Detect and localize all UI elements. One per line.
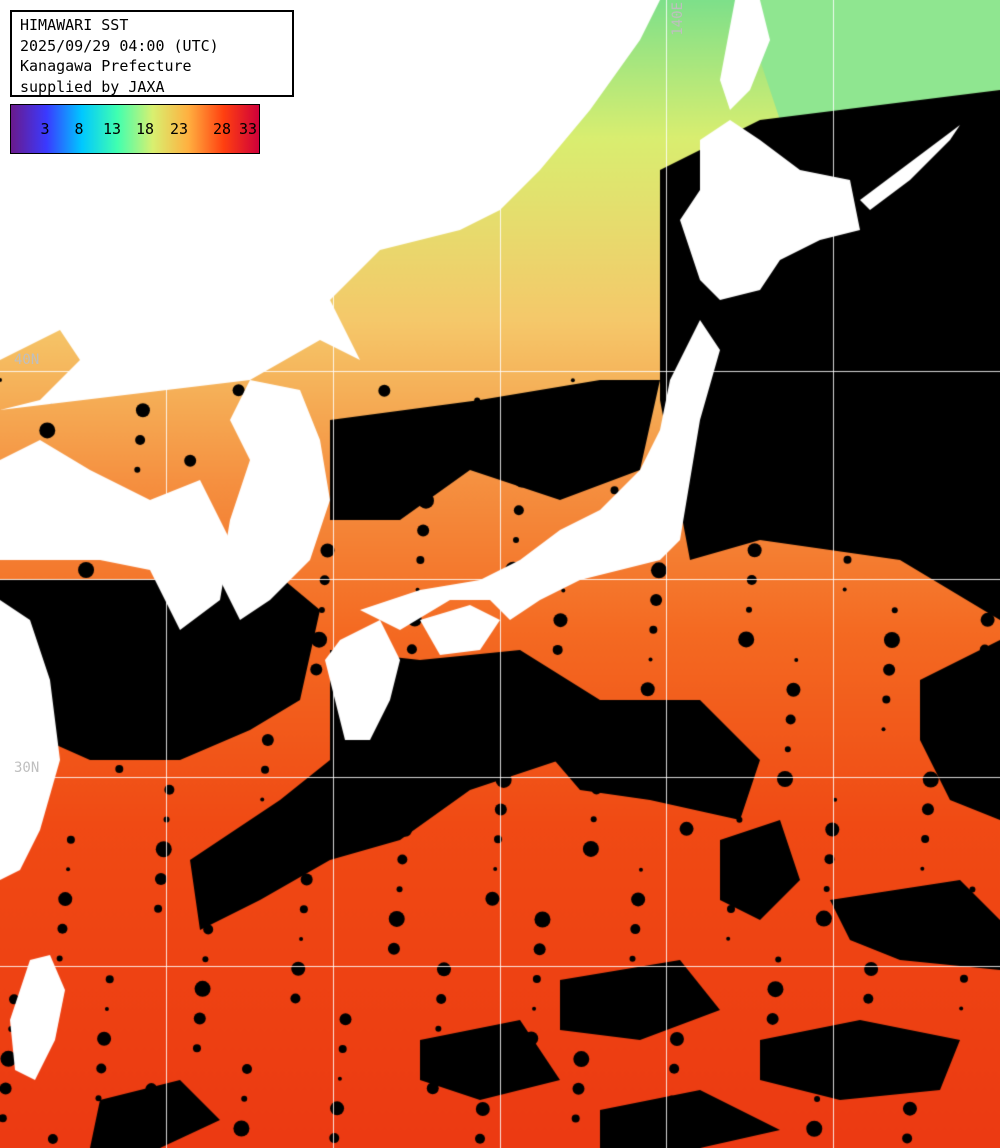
legend-tick-18: 18 [135, 120, 155, 138]
title-product: HIMAWARI SST [20, 16, 129, 34]
lon-label-140e: 140E [670, 2, 686, 36]
legend-tick-33: 33 [238, 120, 258, 138]
legend-tick-13: 13 [102, 120, 122, 138]
color-scale-legend: 3 8 13 18 23 28 33 [10, 104, 260, 154]
title-credit: supplied by JAXA [20, 77, 165, 96]
lat-label-30n: 30N [14, 760, 40, 776]
title-box: HIMAWARI SST 2025/09/29 04:00 (UTC) Kana… [10, 10, 294, 97]
title-datetime: 2025/09/29 04:00 (UTC) [20, 36, 219, 55]
title-region: Kanagawa Prefecture [20, 57, 192, 75]
legend-tick-8: 8 [74, 120, 84, 138]
lat-label-40n: 40N [14, 352, 40, 368]
legend-tick-23: 23 [169, 120, 189, 138]
legend-tick-3: 3 [40, 120, 50, 138]
legend-tick-28: 28 [212, 120, 232, 138]
